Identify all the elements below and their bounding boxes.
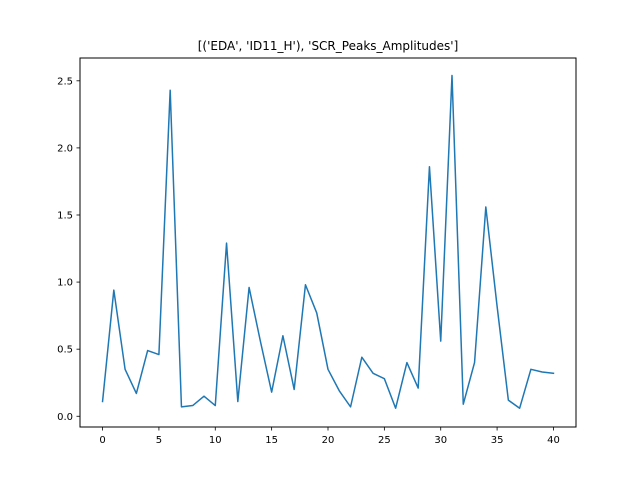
x-tick-label: 25: [378, 435, 391, 446]
x-tick-label: 0: [99, 435, 105, 446]
y-tick-label: 2.0: [57, 143, 73, 154]
x-axis: 0 5 10 15 20 25 30 35 40: [99, 427, 560, 446]
series-line-0: [101, 74, 555, 409]
plot-area: [101, 74, 555, 409]
x-tick-label: 5: [156, 435, 162, 446]
y-tick-label: 1.5: [57, 210, 73, 221]
y-tick-label: 2.5: [57, 76, 73, 87]
y-tick-label: 0.0: [57, 412, 73, 423]
chart-title: [('EDA', 'ID11_H'), 'SCR_Peaks_Amplitude…: [198, 39, 459, 53]
x-tick-label: 30: [434, 435, 447, 446]
x-tick-label: 10: [209, 435, 222, 446]
y-tick-label: 0.5: [57, 345, 73, 356]
x-tick-label: 20: [322, 435, 335, 446]
y-tick-label: 1.0: [57, 278, 73, 289]
x-tick-label: 40: [547, 435, 560, 446]
x-tick-label: 15: [265, 435, 278, 446]
x-tick-label: 35: [491, 435, 504, 446]
y-axis: 0.0 0.5 1.0 1.5 2.0 2.5: [57, 76, 80, 423]
